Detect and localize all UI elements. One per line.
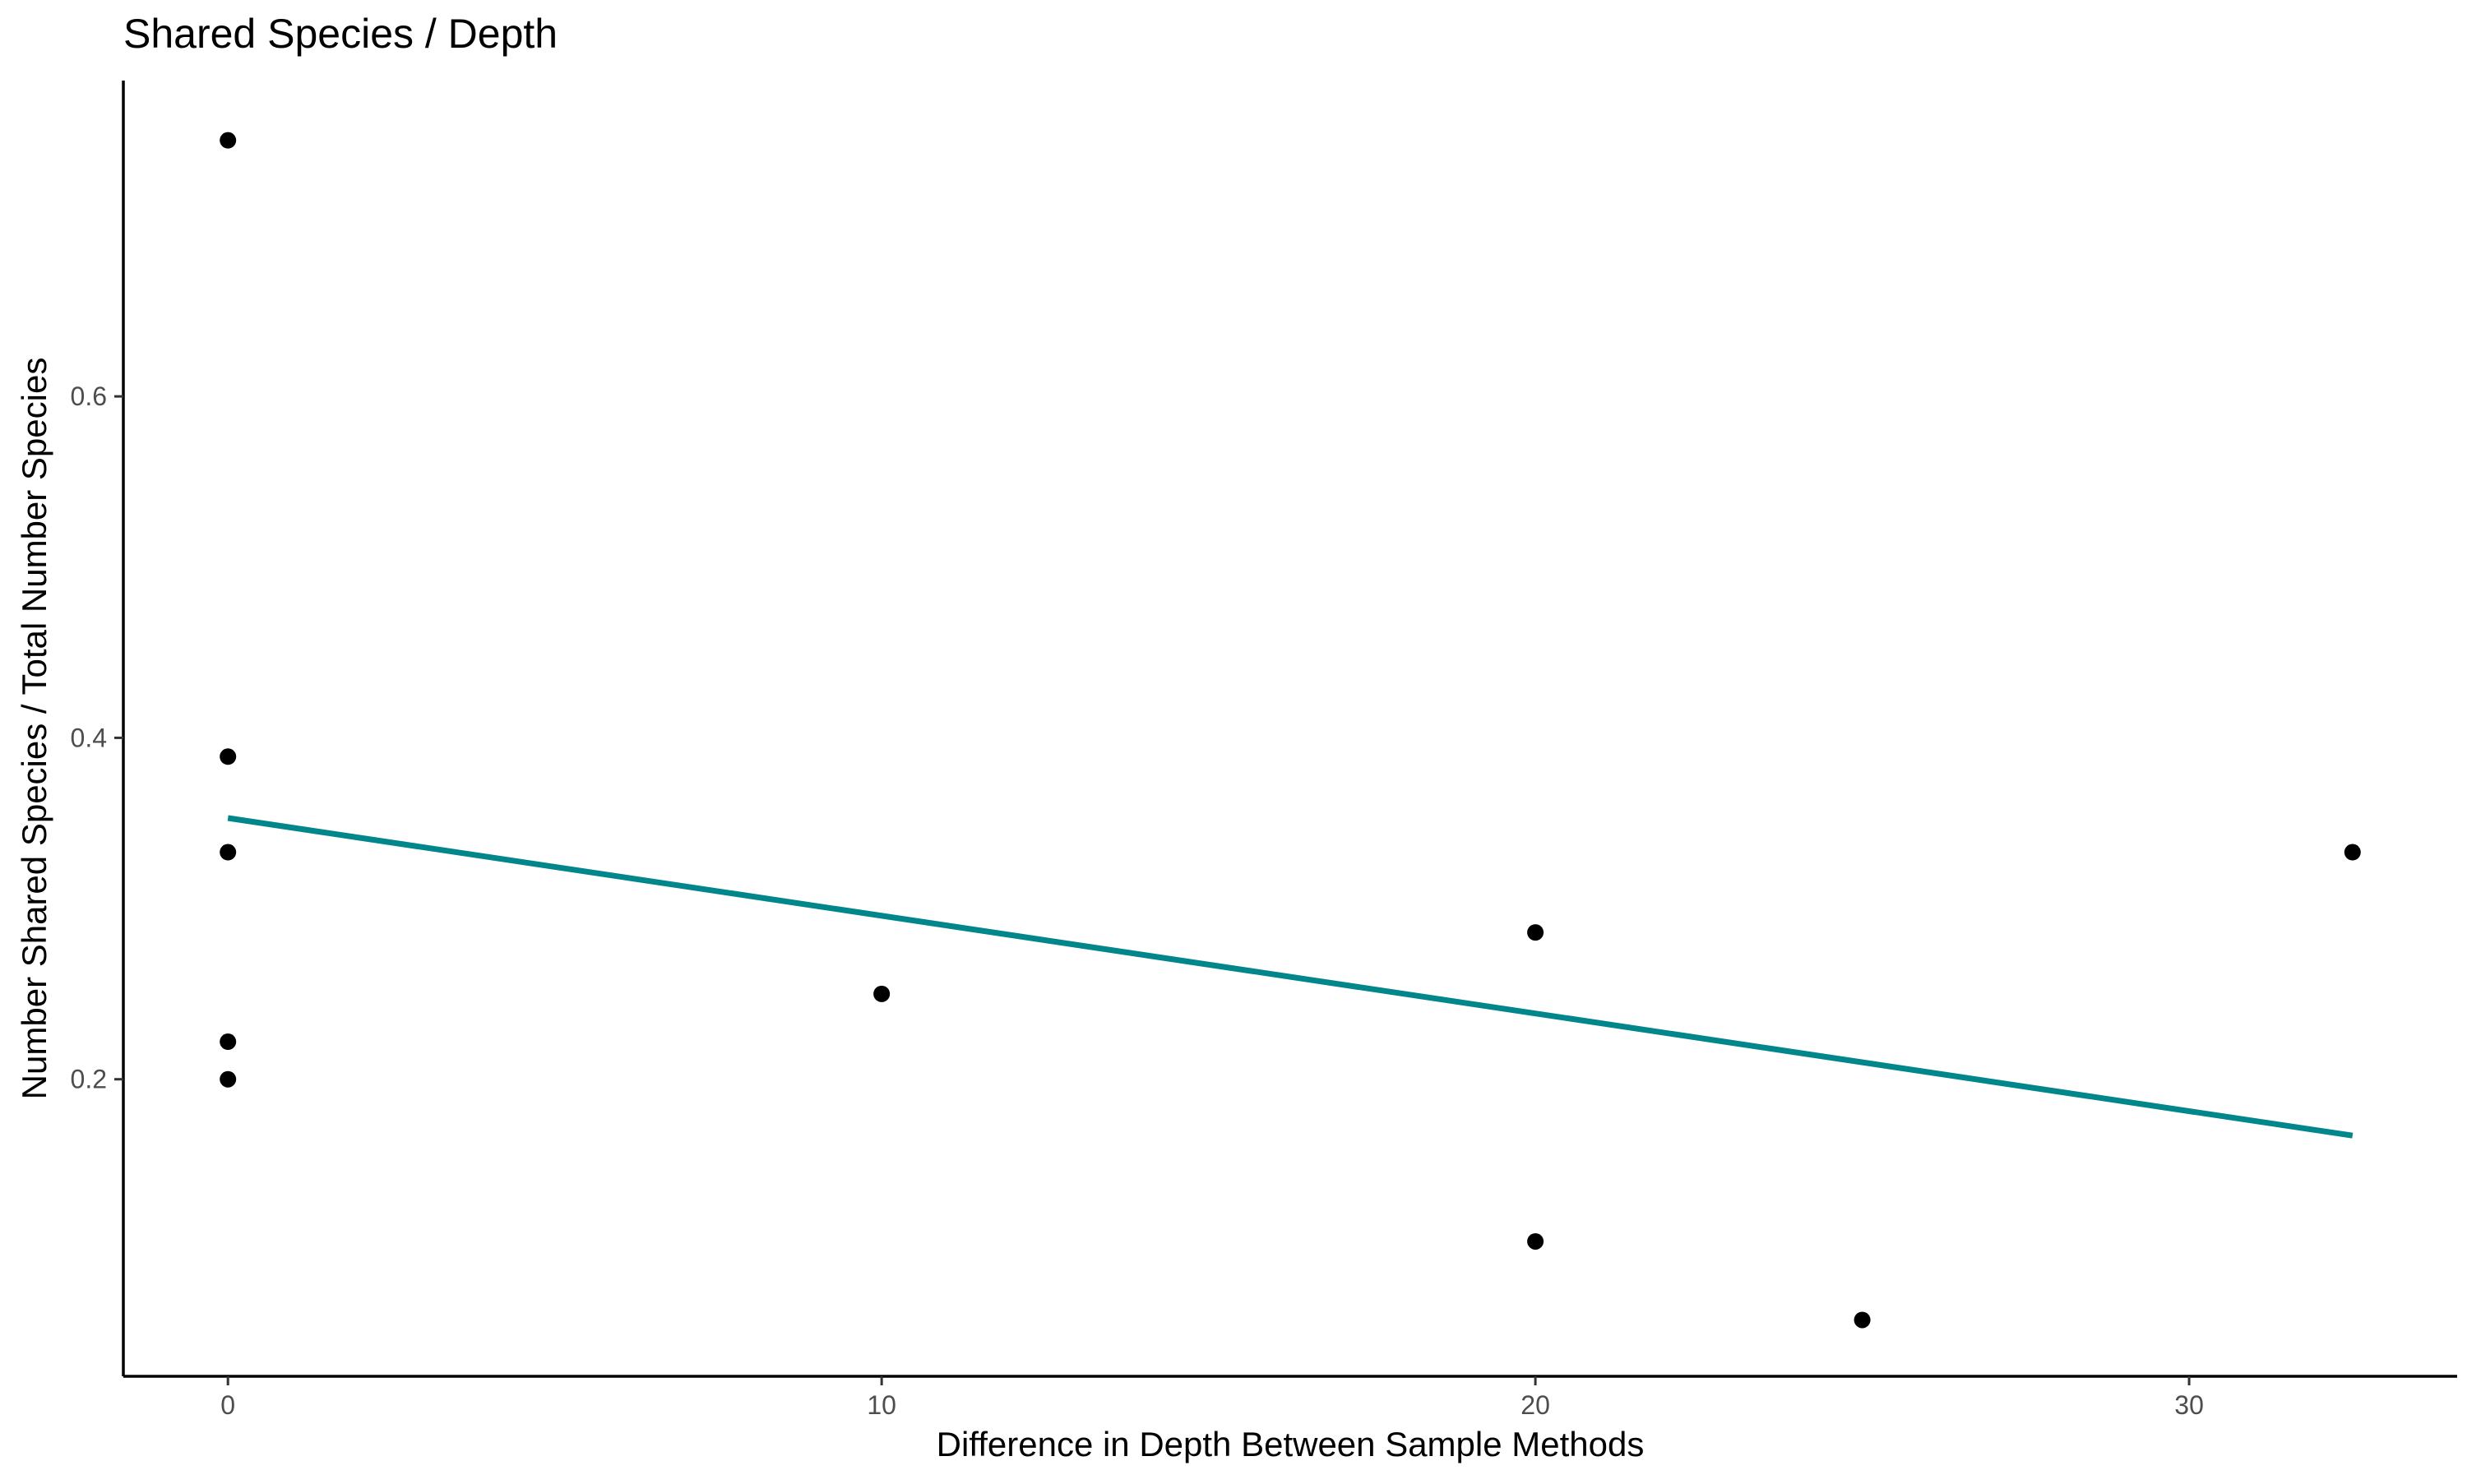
y-axis-ticks: 0.2 0.4 0.6 — [71, 381, 123, 1094]
x-axis-ticks: 0 10 20 30 — [220, 1376, 2204, 1420]
y-tick-label: 0.4 — [71, 723, 107, 752]
data-point — [220, 844, 237, 861]
data-point — [220, 748, 237, 765]
trend-line — [227, 815, 2354, 1139]
chart-title: Shared Species / Depth — [123, 11, 558, 57]
y-axis-title: Number Shared Species / Total Number Spe… — [15, 358, 53, 1100]
data-point — [1527, 924, 1544, 941]
data-point — [2344, 844, 2361, 861]
x-axis-title: Difference in Depth Between Sample Metho… — [937, 1425, 1645, 1463]
data-point — [220, 132, 237, 149]
data-point — [220, 1070, 237, 1088]
data-point — [1854, 1311, 1871, 1329]
x-tick-label: 30 — [2174, 1390, 2204, 1420]
x-tick-label: 20 — [1520, 1390, 1550, 1420]
data-point — [1527, 1232, 1544, 1250]
x-tick-label: 0 — [220, 1390, 235, 1420]
data-point — [873, 985, 891, 1002]
y-tick-label: 0.6 — [71, 381, 107, 411]
y-tick-label: 0.2 — [71, 1065, 107, 1094]
x-tick-label: 10 — [867, 1390, 896, 1420]
data-point — [220, 1033, 237, 1051]
plot-area — [220, 132, 2361, 1329]
